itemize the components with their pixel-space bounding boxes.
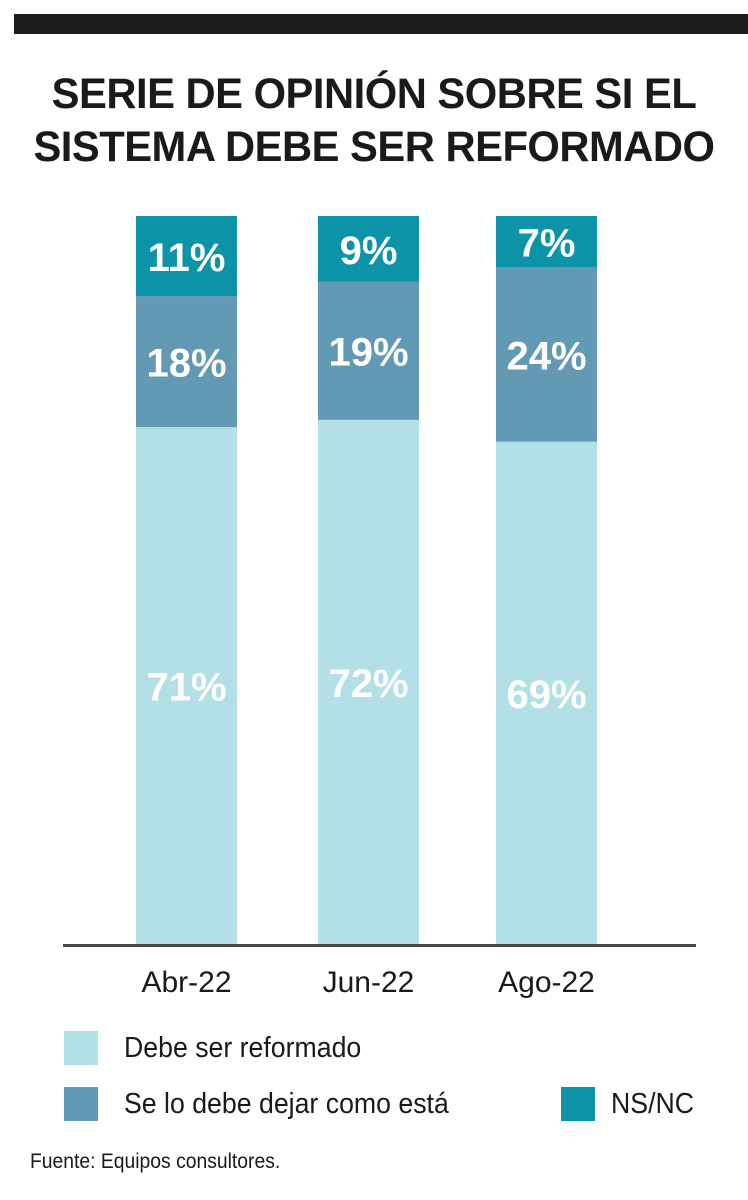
chart-title-line-1: SERIE DE OPINIÓN SOBRE SI EL [51, 70, 697, 118]
legend-label-dejar: Se lo debe dejar como está [124, 1087, 449, 1120]
bar-segment-reformado-ago-22 [496, 441, 597, 944]
data-label-dejar-abr-22: 18% [146, 342, 226, 386]
bar-segment-dejar-jun-22 [318, 281, 419, 420]
legend-swatch-dejar [64, 1087, 98, 1121]
top-rule [14, 14, 748, 34]
legend-swatch-nsnc [561, 1087, 595, 1121]
data-label-nsnc-abr-22: 11% [148, 236, 226, 280]
bar-segment-dejar-ago-22 [496, 266, 597, 442]
bar-segment-nsnc-abr-22 [136, 216, 237, 297]
legend-item-nsnc: NS/NC [561, 1087, 701, 1121]
data-label-dejar-ago-22: 24% [506, 334, 586, 378]
chart-title: SERIE DE OPINIÓN SOBRE SI EL SISTEMA DEB… [11, 68, 737, 174]
x-tick-label-jun-22: Jun-22 [323, 966, 415, 999]
bar-segment-reformado-abr-22 [136, 427, 237, 944]
bar-segment-nsnc-ago-22 [496, 216, 597, 267]
data-label-reformado-abr-22: 71% [146, 666, 226, 710]
data-label-nsnc-jun-22: 9% [340, 229, 398, 273]
data-label-reformado-jun-22: 72% [328, 662, 408, 706]
bar-segment-nsnc-jun-22 [318, 216, 419, 282]
stacked-bar-chart: 71% 18% 11% Abr-22 72% 19% 9% Jun-22 69% 24% 7% Ago… [63, 216, 696, 999]
data-label-reformado-ago-22: 69% [506, 673, 586, 717]
source-note: Fuente: Equipos consultores. [30, 1150, 281, 1173]
legend-item-reformado: Debe ser reformado [64, 1031, 382, 1065]
legend-item-dejar: Se lo debe dejar como está [64, 1087, 477, 1121]
legend-label-nsnc: NS/NC [611, 1087, 695, 1120]
legend-swatch-reformado [64, 1031, 98, 1065]
x-tick-label-ago-22: Ago-22 [498, 966, 595, 999]
legend-label-reformado: Debe ser reformado [124, 1031, 362, 1064]
chart-title-line-2: SISTEMA DEBE SER REFORMADO [33, 123, 715, 171]
data-label-nsnc-ago-22: 7% [518, 221, 576, 265]
bar-segment-reformado-jun-22 [318, 419, 419, 945]
bar-segment-dejar-abr-22 [136, 296, 237, 428]
x-tick-label-abr-22: Abr-22 [141, 966, 231, 999]
data-label-dejar-jun-22: 19% [328, 331, 408, 375]
